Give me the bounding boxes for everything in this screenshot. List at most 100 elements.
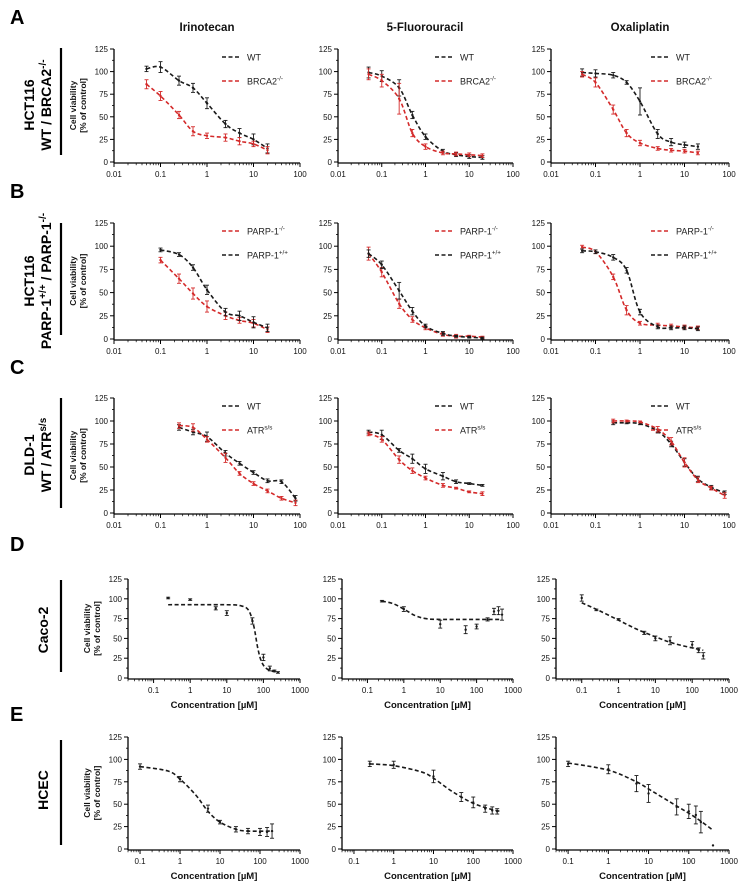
data-point <box>480 336 485 340</box>
data-point <box>367 760 372 768</box>
y-tick-label: 50 <box>113 634 122 643</box>
row-label: DLD-1 WT / ATRs/s <box>21 417 54 492</box>
data-point <box>611 418 616 424</box>
data-point <box>695 326 700 332</box>
data-marker <box>270 829 274 833</box>
data-point <box>410 110 415 120</box>
data-point <box>379 599 384 603</box>
chart-panel-r3-c1: 0 25 50 75 100 125 0.1 1 10 100 1000 Concentration … <box>323 575 523 711</box>
text-superscript: s/s <box>264 425 272 432</box>
y-tick-label: 75 <box>323 90 332 99</box>
x-tick-label: 0.01 <box>543 521 559 530</box>
y-axis-label-line: Cell viability <box>68 256 78 306</box>
text-superscript: -/- <box>38 59 49 68</box>
data-point <box>158 256 163 264</box>
data-marker <box>625 131 628 135</box>
data-marker <box>262 656 265 659</box>
text-main: PARP-1 <box>247 251 279 261</box>
data-point <box>624 419 629 423</box>
fit-curve <box>567 762 714 831</box>
data-marker <box>566 762 570 766</box>
y-tick-label: 0 <box>104 158 109 167</box>
data-point <box>205 804 210 813</box>
x-tick-label: 1 <box>391 857 396 866</box>
data-marker <box>397 289 401 292</box>
data-marker <box>612 108 615 111</box>
y-tick-label: 100 <box>537 755 551 764</box>
data-marker <box>475 625 478 628</box>
y-tick-label: 125 <box>323 575 337 584</box>
y-tick-label: 50 <box>323 463 332 472</box>
fit-curve <box>381 600 503 621</box>
x-tick-label: 100 <box>506 521 520 530</box>
column-title-irinotecan: Irinotecan <box>180 22 235 34</box>
text-main: ATR <box>676 426 694 436</box>
text-superscript: +/+ <box>279 250 288 257</box>
data-point <box>423 463 428 474</box>
fit-curve <box>582 71 699 148</box>
data-point <box>682 141 687 148</box>
y-tick-label: 125 <box>319 45 333 54</box>
x-tick-label: 100 <box>506 170 520 179</box>
fit-curve <box>178 426 297 499</box>
y-tick-label: 50 <box>99 113 108 122</box>
y-tick-label: 0 <box>328 509 333 518</box>
chart-panel-r3-c2: 0 25 50 75 100 125 0.1 1 10 100 1000 Concentration … <box>537 575 739 711</box>
x-tick-label: 100 <box>467 857 481 866</box>
row-label-cell-line: HCT116 <box>21 255 37 307</box>
data-point <box>463 625 468 635</box>
x-tick-label: 100 <box>470 686 484 695</box>
data-marker <box>238 131 241 135</box>
data-point <box>205 132 209 139</box>
data-marker <box>238 140 241 143</box>
data-point <box>655 129 660 139</box>
data-point <box>611 273 616 281</box>
data-point <box>158 247 163 253</box>
x-tick-label: 100 <box>293 521 307 530</box>
y-tick-label: 125 <box>109 733 123 742</box>
text-main: BRCA2 <box>247 77 277 87</box>
fit-curve <box>159 259 268 331</box>
data-point <box>410 453 415 464</box>
data-point <box>423 475 428 481</box>
y-tick-label: 125 <box>109 575 123 584</box>
y-axis-label-line: [% of control] <box>78 253 88 308</box>
data-marker <box>696 145 700 148</box>
y-axis-label: Cell viability [% of control] <box>68 78 88 133</box>
data-point <box>397 281 402 300</box>
data-point <box>606 764 611 775</box>
data-point <box>467 335 472 339</box>
x-tick-label: 0.01 <box>330 170 346 179</box>
data-point <box>634 775 639 793</box>
x-axis-label: Concentration [µM] <box>171 700 258 711</box>
data-point <box>440 150 445 156</box>
y-axis-label-line: [% of control] <box>78 428 88 483</box>
data-point <box>251 316 256 329</box>
data-point <box>223 133 228 142</box>
x-tick-label: 100 <box>293 170 307 179</box>
text-main: BRCA2 <box>676 77 706 87</box>
y-tick-label: 100 <box>532 417 546 426</box>
y-tick-label: 0 <box>546 845 551 854</box>
data-point <box>261 653 266 662</box>
x-tick-label: 1 <box>423 521 428 530</box>
panel-letter-B: B <box>10 181 24 203</box>
data-marker <box>468 482 471 485</box>
panel-letter-C: C <box>10 357 24 379</box>
data-point <box>668 636 673 646</box>
data-point <box>566 760 571 768</box>
data-point <box>258 827 263 837</box>
text-main: PARP-1 <box>460 251 492 261</box>
data-marker <box>252 482 255 485</box>
x-tick-label: 10 <box>680 521 689 530</box>
x-tick-label: 1 <box>188 686 193 695</box>
data-marker <box>464 628 467 631</box>
data-marker <box>224 456 227 459</box>
data-marker <box>495 810 499 813</box>
y-tick-label: 0 <box>332 674 337 683</box>
data-marker <box>238 472 241 475</box>
x-tick-label: 1 <box>423 170 428 179</box>
fit-curve <box>369 763 502 813</box>
data-point <box>138 763 143 770</box>
x-axis-label: Concentration [µM] <box>384 700 471 711</box>
